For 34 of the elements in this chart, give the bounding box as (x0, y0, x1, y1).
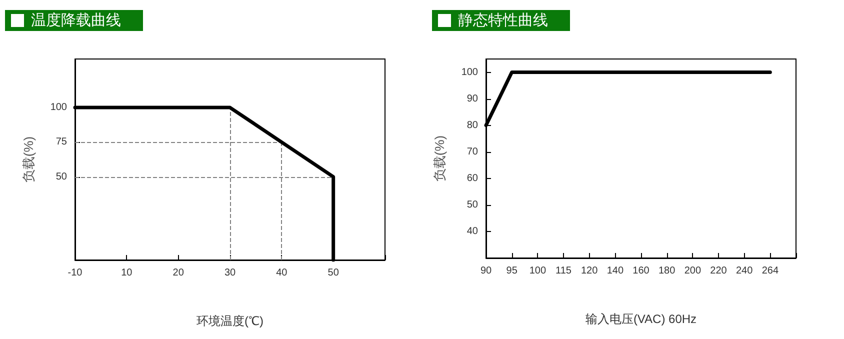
y-tick-label: 90 (466, 93, 478, 104)
y-tick-label: 60 (466, 172, 478, 184)
chart-title: 静态特性曲线 (432, 10, 570, 31)
x-tick-label: 200 (684, 266, 702, 276)
x-tick-label: 180 (658, 266, 676, 276)
y-tick-label: 50 (466, 199, 478, 210)
y-axis-title: 负载(%) (21, 136, 36, 183)
x-tick-label: 30 (224, 268, 236, 278)
y-axis-title: 负载(%) (432, 135, 447, 182)
x-tick-label: 160 (632, 266, 650, 276)
y-tick-label: 70 (466, 146, 478, 158)
x-tick-label: -10 (68, 268, 83, 278)
x-tick-label: 20 (172, 268, 184, 278)
x-tick-label: 264 (762, 266, 779, 276)
y-tick-label: 75 (56, 136, 68, 148)
x-tick-label: 50 (328, 268, 340, 278)
x-axis-title: 输入电压(VAC) 60Hz (585, 312, 697, 326)
y-tick-label: 100 (461, 66, 478, 78)
x-tick-label: 240 (736, 266, 754, 276)
x-tick-label: 10 (121, 268, 133, 278)
x-tick-label: 100 (529, 266, 546, 276)
chart-title: 温度降载曲线 (5, 10, 143, 31)
x-tick-label: 115 (556, 266, 572, 276)
x-tick-label: 120 (580, 266, 598, 276)
x-tick-label: 90 (480, 266, 492, 276)
y-tick-label: 40 (466, 226, 478, 237)
y-tick-label: 80 (466, 120, 478, 131)
x-tick-label: 95 (506, 266, 518, 276)
x-axis-title: 环境温度(℃) (196, 314, 264, 328)
x-tick-label: 140 (606, 266, 624, 276)
y-tick-label: 50 (56, 171, 68, 182)
y-tick-label: 100 (50, 102, 68, 114)
x-tick-label: 40 (276, 268, 288, 278)
x-tick-label: 220 (710, 266, 728, 276)
